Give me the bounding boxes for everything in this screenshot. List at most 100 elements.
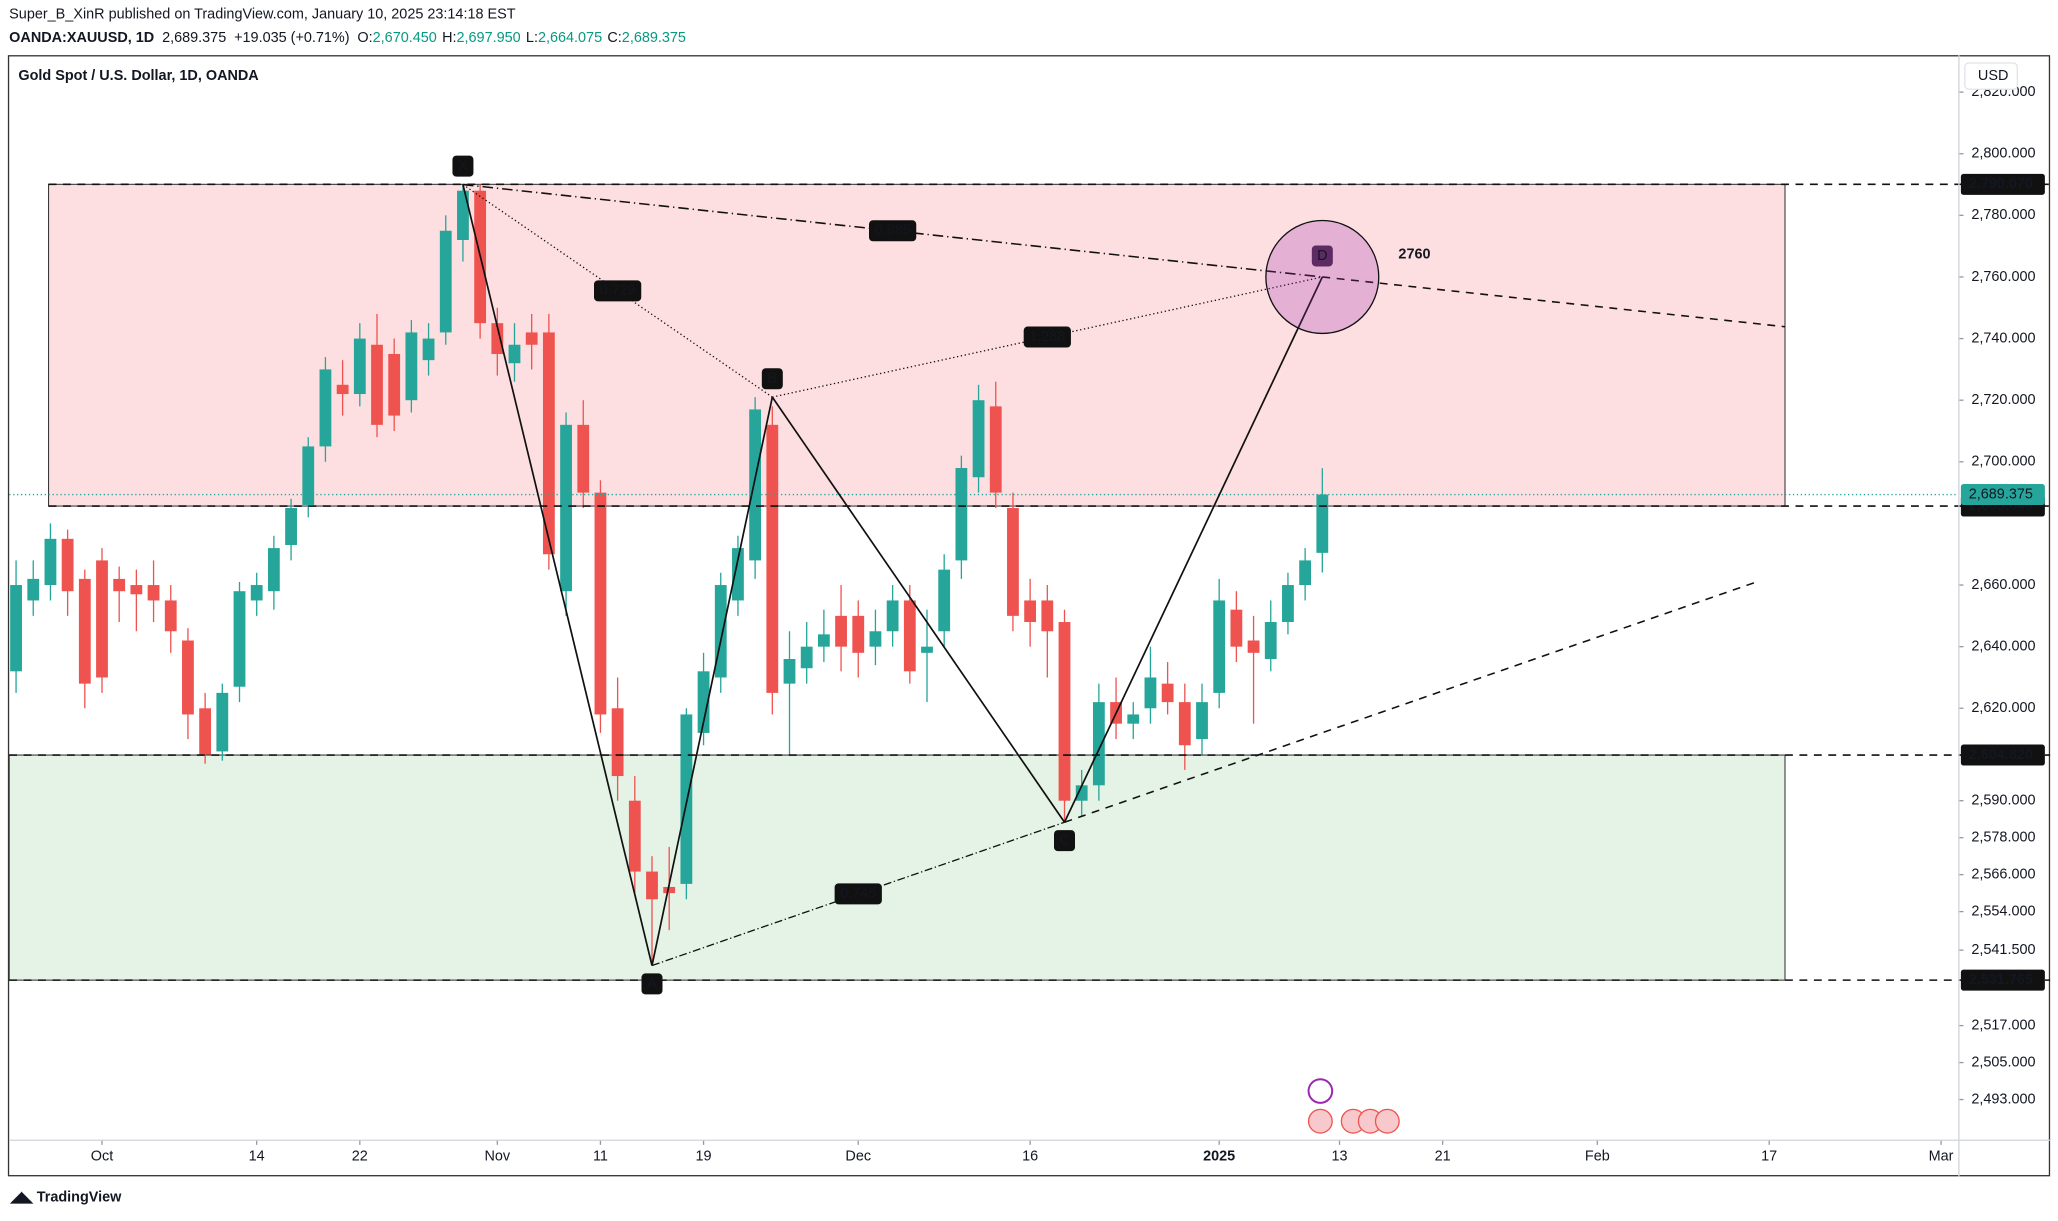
x-tick-label: 21 [1435,1148,1451,1164]
candle-body [439,230,452,333]
symbol-line: OANDA:XAUUSD, 1D 2,689.375 +19.035 (+0.71%… [9,30,686,46]
candle-body [835,615,847,647]
candle-body [113,578,126,592]
brand-name: TradingView [37,1189,122,1205]
pattern-leg [651,396,774,966]
ohlc-label: L: [526,30,538,46]
y-tick-label: 2,590.000 [1971,793,2035,809]
ohlc-value: 2,689.375 [622,30,686,46]
candle-body [250,585,263,601]
event-icon[interactable] [1307,1108,1333,1134]
currency-box [1964,62,2018,90]
pattern-leg [1063,276,1324,823]
point-label-bg [1054,830,1075,852]
point-label: D [1317,248,1327,264]
y-tick-label: 2,800.000 [1971,146,2035,162]
event-icon[interactable] [1307,1078,1334,1104]
candle-body [1127,714,1140,724]
candle-body [267,548,280,592]
publisher: Super_B_XinR published on TradingView.co… [9,6,516,22]
candle-body [560,424,572,592]
target-label: 2760 [1398,246,1430,262]
candle-body [697,671,710,733]
candle-body [903,600,916,672]
change: +19.035 (+0.71%) [234,30,349,46]
candle-body [457,190,469,240]
point-label: B [768,371,778,387]
candle-body [594,492,607,715]
point-label-bg [1311,245,1333,267]
candle-body [1007,508,1019,616]
point-label-bg [641,973,663,995]
candle-body [714,585,727,678]
level-label: 2,790.070 [1969,176,2033,192]
y-tick-label: 2,640.000 [1971,638,2035,654]
x-tick-label: 22 [352,1148,368,1164]
y-tick-label: 2,780.000 [1971,207,2035,223]
point-label: A [647,976,657,992]
candle-body [61,538,74,592]
y-tick-label: 2,541.500 [1971,942,2035,958]
candle-body [302,446,315,505]
pattern-leg [771,396,1066,823]
ratio-bg [1023,326,1071,348]
candle-body [663,886,676,894]
y-tick-label: 2,760.000 [1971,269,2035,285]
event-icon[interactable] [1374,1108,1400,1134]
candle-body [27,578,40,601]
ratio-bg [834,883,882,905]
ohlc-label: H: [442,30,456,46]
pattern-leg [462,184,653,966]
frame [7,55,2051,1177]
trend-extension [1064,581,1757,824]
ratio-label: 0.885 [875,223,911,239]
candle-body [1247,640,1260,653]
candle-body [646,871,658,900]
candle-body [938,569,951,632]
x-tick-label: Oct [91,1148,113,1164]
ratio-bg [869,220,917,242]
candle-body [1299,560,1312,586]
x-tick-label: 17 [1761,1148,1777,1164]
candle-body [1144,677,1157,709]
plot: 2,820.0002,800.0002,780.0002,760.0002,74… [8,84,2051,1164]
point-label: C [1059,832,1069,848]
candle-body [852,615,865,653]
y-tick-label: 2,620.000 [1971,700,2035,716]
last: 2,689.375 [162,30,226,46]
point-label-bg [452,155,474,177]
candle-body [1058,622,1071,801]
x-tick-label: 2025 [1203,1148,1235,1164]
candle-body [353,338,366,395]
ratio-label: 1.288 [1029,329,1065,345]
candle-body [817,634,830,647]
candle-body [405,332,418,401]
y-tick-label: 2,566.000 [1971,866,2035,882]
candle-body [78,578,91,684]
candle-body [886,600,899,632]
target-circle [1265,219,1380,335]
candle-body [182,640,194,715]
candle-body [130,585,143,595]
y-tick-label: 2,740.000 [1971,330,2035,346]
candle-body [732,548,744,601]
x-tick-label: 19 [696,1148,712,1164]
candle-body [1282,585,1294,623]
candle-body [628,800,641,872]
brand: ◢◣ TradingView [10,1189,123,1205]
candle-body [972,400,985,478]
brand-mark: ◢◣ [10,1189,37,1205]
candle-body [233,591,246,687]
y-tick-label: 2,700.000 [1971,454,2035,470]
ratio-label: 0.729 [600,283,636,299]
point-label: X [458,158,468,174]
candle-body [800,646,813,669]
candle-body [1196,702,1208,740]
candle-body [96,560,108,678]
x-tick-label: Nov [484,1148,510,1164]
ohlc-value: 2,670.450 [373,30,437,46]
candle-body [1230,609,1243,647]
candle-body [491,323,504,354]
ratio-bg [594,280,642,302]
